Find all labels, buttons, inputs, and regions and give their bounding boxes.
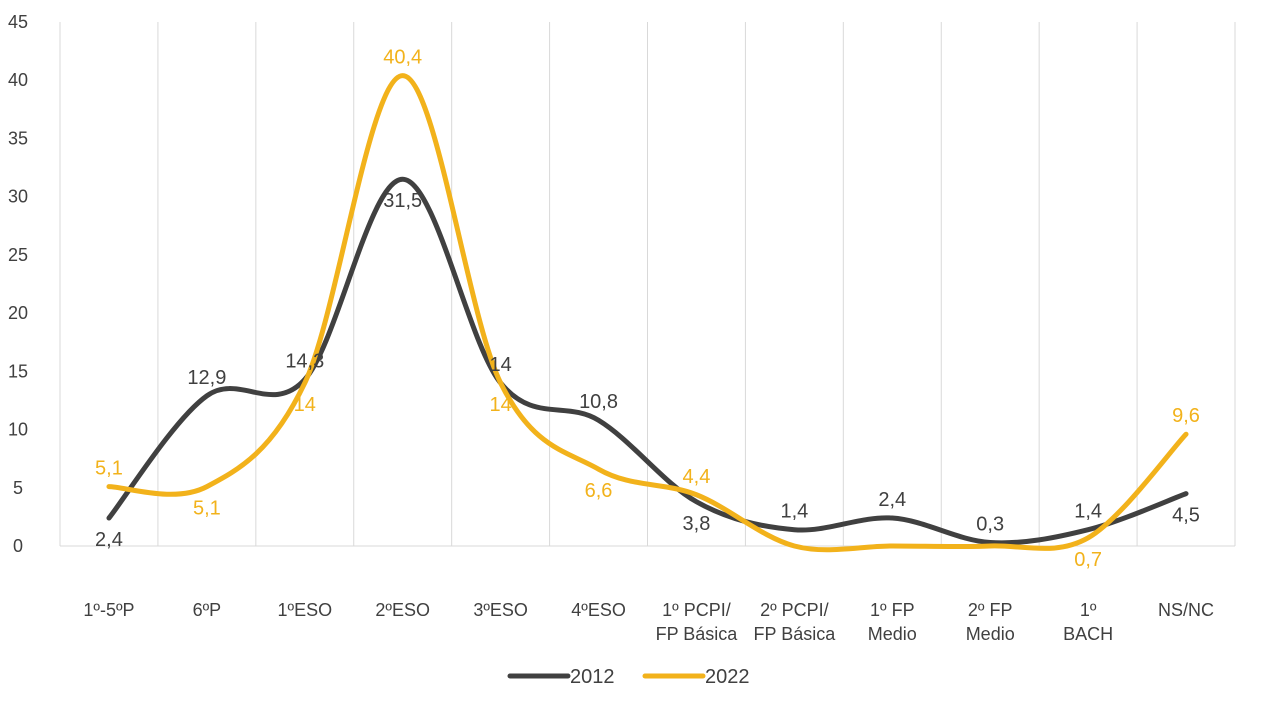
x-tick-label: 1º PCPI/ bbox=[662, 600, 731, 620]
data-point bbox=[400, 73, 405, 78]
series-lines bbox=[106, 73, 1189, 553]
data-label: 0,3 bbox=[976, 514, 1004, 536]
y-tick-label: 45 bbox=[8, 12, 28, 32]
data-point bbox=[1184, 432, 1189, 437]
data-point bbox=[204, 393, 209, 398]
data-point bbox=[204, 484, 209, 489]
data-label: 14 bbox=[294, 394, 316, 416]
x-tick-label: 1º FP bbox=[870, 600, 915, 620]
x-tick-label: BACH bbox=[1063, 624, 1113, 644]
data-point bbox=[1086, 535, 1091, 540]
x-tick-label: 6ºP bbox=[193, 600, 222, 620]
data-point bbox=[596, 467, 601, 472]
data-label: 5,1 bbox=[193, 498, 221, 520]
x-tick-label: 4ºESO bbox=[571, 600, 626, 620]
y-tick-label: 25 bbox=[8, 245, 28, 265]
data-point bbox=[1184, 491, 1189, 496]
legend: 2012 2022 bbox=[507, 666, 750, 688]
data-point bbox=[498, 380, 503, 385]
x-tick-label: 2º FP bbox=[968, 600, 1013, 620]
data-point bbox=[694, 499, 699, 504]
data-label: 2,4 bbox=[95, 529, 123, 551]
data-label: 40,4 bbox=[383, 47, 422, 69]
data-label: 14,3 bbox=[285, 350, 324, 372]
data-label: 14 bbox=[490, 354, 512, 376]
y-tick-label: 10 bbox=[8, 420, 28, 440]
data-point bbox=[400, 177, 405, 182]
y-tick-label: 15 bbox=[8, 361, 28, 381]
x-tick-label: 2º PCPI/ bbox=[760, 600, 829, 620]
data-point bbox=[106, 484, 111, 489]
x-tick-label: 1º bbox=[1080, 600, 1097, 620]
data-point bbox=[988, 544, 993, 549]
data-label: 2,4 bbox=[878, 489, 906, 511]
data-point bbox=[106, 516, 111, 521]
legend-label-2012: 2012 bbox=[570, 666, 615, 688]
data-label: 4,4 bbox=[683, 466, 711, 488]
data-labels: 2,4 12,9 14,3 31,5 14 10,8 3,8 1,4 2,4 0,3 1,4 4,5 5… bbox=[95, 47, 1200, 571]
x-tick-label: FP Básica bbox=[656, 624, 739, 644]
data-label: 1,4 bbox=[1074, 501, 1102, 523]
data-label: 10,8 bbox=[579, 391, 618, 413]
x-tick-label: Medio bbox=[966, 624, 1015, 644]
y-tick-label: 30 bbox=[8, 187, 28, 207]
data-label: 4,5 bbox=[1172, 505, 1200, 527]
data-label: 0,7 bbox=[1074, 549, 1102, 571]
x-tick-label: 2ºESO bbox=[375, 600, 430, 620]
x-tick-label: FP Básica bbox=[754, 624, 837, 644]
series-line-2012 bbox=[106, 176, 1189, 546]
data-label: 5,1 bbox=[95, 458, 123, 480]
data-point bbox=[792, 544, 797, 549]
x-tick-label: 3ºESO bbox=[473, 600, 528, 620]
legend-label-2022: 2022 bbox=[705, 666, 750, 688]
x-tick-label: 1º-5ºP bbox=[83, 600, 134, 620]
data-point bbox=[890, 544, 895, 549]
data-label: 3,8 bbox=[683, 513, 711, 535]
data-point bbox=[302, 380, 307, 385]
y-tick-label: 40 bbox=[8, 70, 28, 90]
x-tick-label: Medio bbox=[868, 624, 917, 644]
data-label: 9,6 bbox=[1172, 405, 1200, 427]
y-tick-label: 35 bbox=[8, 128, 28, 148]
data-label: 14 bbox=[490, 394, 512, 416]
y-tick-label: 20 bbox=[8, 303, 28, 323]
y-tick-label: 5 bbox=[13, 478, 23, 498]
series-line-2022 bbox=[106, 73, 1189, 553]
data-point bbox=[890, 516, 895, 521]
data-label: 1,4 bbox=[780, 501, 808, 523]
data-label: 31,5 bbox=[383, 190, 422, 212]
x-tick-label: NS/NC bbox=[1158, 600, 1214, 620]
data-label: 6,6 bbox=[585, 480, 613, 502]
y-tick-label: 0 bbox=[13, 536, 23, 556]
y-axis: 0 5 10 15 20 25 30 35 40 45 bbox=[8, 12, 28, 556]
data-point bbox=[694, 492, 699, 497]
data-point bbox=[1086, 527, 1091, 532]
data-point bbox=[792, 527, 797, 532]
data-label: 12,9 bbox=[187, 367, 226, 389]
x-tick-label: 1ºESO bbox=[277, 600, 332, 620]
data-point bbox=[596, 418, 601, 423]
x-axis: 1º-5ºP 6ºP 1ºESO 2ºESO 3ºESO 4ºESO 1º PCPI/FP … bbox=[83, 600, 1214, 644]
